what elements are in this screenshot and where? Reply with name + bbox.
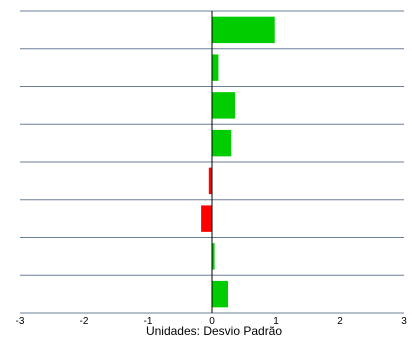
- x-tick-labels: -3 -2 -1 0 1 2 3: [16, 316, 408, 327]
- bar: [212, 92, 236, 119]
- bar: [208, 167, 212, 195]
- bar: [212, 280, 228, 308]
- x-tick-label: 0: [209, 316, 215, 327]
- bar: [212, 243, 215, 270]
- x-tick-label: -2: [80, 316, 89, 327]
- bar: [212, 16, 275, 44]
- x-tick-label: 2: [337, 316, 343, 327]
- x-tick-label: -3: [16, 316, 25, 327]
- bar: [212, 129, 232, 157]
- x-tick-label: -1: [144, 316, 153, 327]
- x-tick-label: 1: [273, 316, 279, 327]
- bars: [201, 16, 275, 308]
- bar: [201, 205, 212, 232]
- x-tick-label: 3: [401, 316, 407, 327]
- bar: [212, 54, 219, 81]
- x-axis-label: Unidades: Desvio Padrão: [146, 324, 282, 338]
